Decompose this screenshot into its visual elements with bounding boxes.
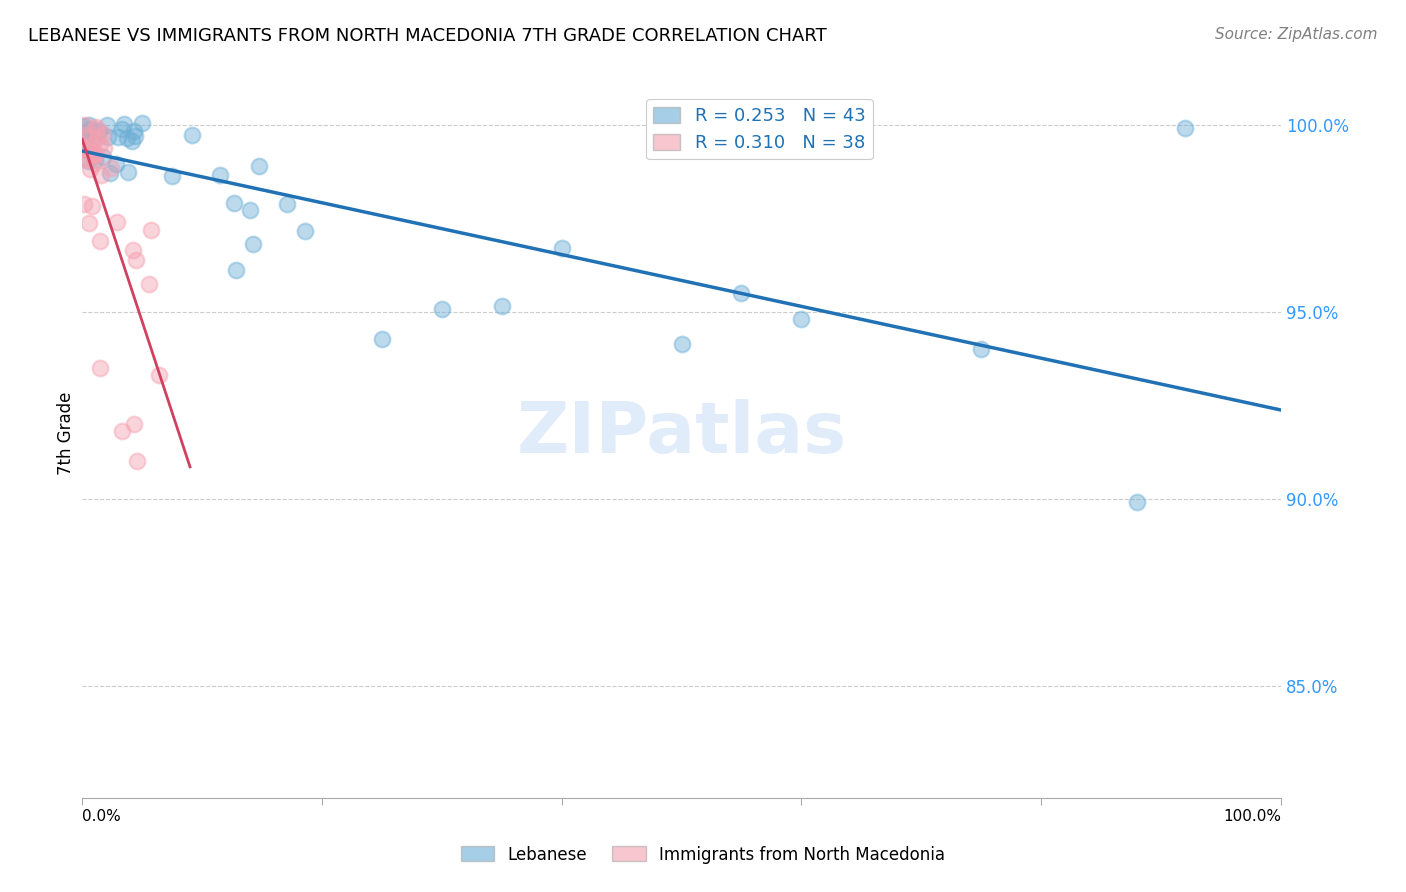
Point	[97, 129, 120, 144]
Point	[76, 144, 98, 158]
Point	[124, 129, 146, 144]
Point	[160, 169, 183, 183]
Point	[117, 165, 139, 179]
Point	[73, 150, 96, 164]
Point	[77, 216, 100, 230]
Text: 100.0%: 100.0%	[1223, 809, 1281, 824]
Point	[111, 425, 134, 439]
Point	[86, 122, 108, 136]
Point	[72, 140, 94, 154]
Point	[93, 127, 115, 141]
Point	[72, 141, 94, 155]
Legend: R = 0.253   N = 43, R = 0.310   N = 38: R = 0.253 N = 43, R = 0.310 N = 38	[647, 99, 873, 160]
Point	[671, 336, 693, 351]
Point	[93, 141, 115, 155]
Point	[89, 136, 111, 151]
Y-axis label: 7th Grade: 7th Grade	[58, 392, 75, 475]
Point	[1126, 495, 1149, 509]
Point	[86, 120, 108, 134]
Point	[125, 454, 148, 468]
Point	[371, 332, 394, 346]
Point	[89, 360, 111, 375]
Point	[91, 150, 114, 164]
Point	[121, 134, 143, 148]
Point	[87, 124, 110, 138]
Point	[209, 169, 232, 183]
Point	[77, 118, 100, 132]
Point	[224, 195, 246, 210]
Point	[76, 153, 98, 168]
Point	[80, 136, 103, 150]
Point	[72, 134, 94, 148]
Point	[72, 141, 94, 155]
Text: 0.0%: 0.0%	[82, 809, 121, 824]
Point	[75, 118, 97, 132]
Point	[82, 148, 104, 162]
Point	[89, 235, 111, 249]
Point	[84, 147, 107, 161]
Point	[970, 342, 993, 356]
Point	[84, 155, 107, 169]
Point	[90, 168, 112, 182]
Point	[491, 299, 513, 313]
Text: LEBANESE VS IMMIGRANTS FROM NORTH MACEDONIA 7TH GRADE CORRELATION CHART: LEBANESE VS IMMIGRANTS FROM NORTH MACEDO…	[28, 27, 827, 45]
Point	[131, 116, 153, 130]
Point	[79, 143, 101, 157]
Point	[125, 253, 148, 268]
Point	[73, 197, 96, 211]
Point	[181, 128, 204, 143]
Point	[73, 152, 96, 166]
Point	[79, 162, 101, 177]
Point	[83, 148, 105, 162]
Legend: Lebanese, Immigrants from North Macedonia: Lebanese, Immigrants from North Macedoni…	[454, 839, 952, 871]
Point	[790, 312, 813, 326]
Point	[105, 215, 128, 229]
Point	[83, 153, 105, 168]
Point	[276, 196, 298, 211]
Point	[122, 124, 145, 138]
Point	[111, 122, 134, 136]
Text: Source: ZipAtlas.com: Source: ZipAtlas.com	[1215, 27, 1378, 42]
Point	[124, 417, 146, 431]
Point	[430, 301, 453, 316]
Point	[87, 130, 110, 145]
Point	[73, 128, 96, 143]
Point	[1174, 121, 1197, 136]
Point	[80, 199, 103, 213]
Point	[112, 117, 135, 131]
Text: ZIPatlas: ZIPatlas	[516, 399, 846, 467]
Point	[247, 159, 270, 173]
Point	[96, 118, 118, 132]
Point	[77, 128, 100, 143]
Point	[72, 120, 94, 134]
Point	[550, 241, 572, 255]
Point	[98, 166, 121, 180]
Point	[242, 237, 264, 252]
Point	[105, 157, 128, 171]
Point	[730, 285, 752, 300]
Point	[139, 223, 162, 237]
Point	[121, 244, 143, 258]
Point	[294, 225, 316, 239]
Point	[79, 122, 101, 136]
Point	[82, 137, 104, 152]
Point	[100, 161, 122, 176]
Point	[225, 262, 247, 277]
Point	[107, 129, 129, 144]
Point	[148, 368, 170, 383]
Point	[75, 132, 97, 146]
Point	[115, 130, 138, 145]
Point	[138, 277, 160, 291]
Point	[239, 203, 262, 218]
